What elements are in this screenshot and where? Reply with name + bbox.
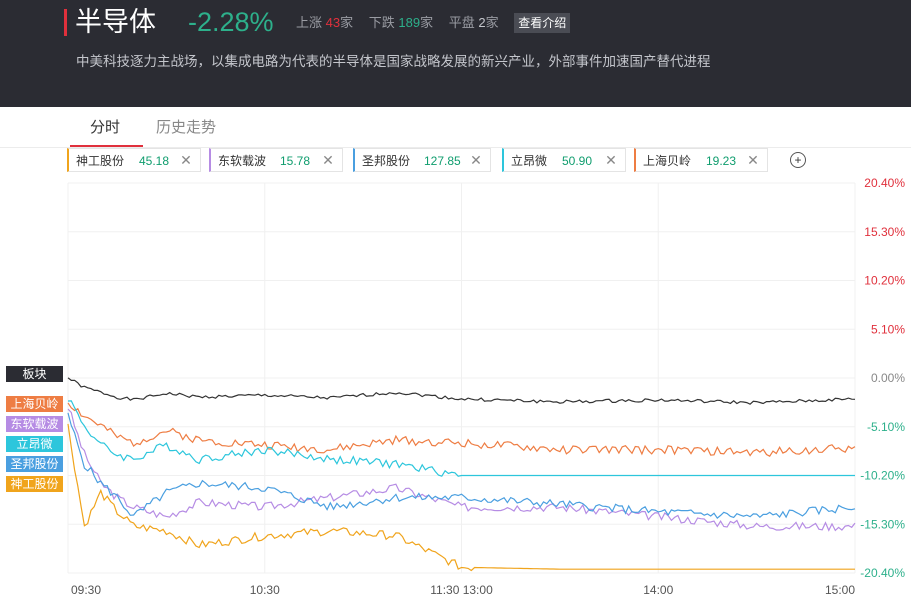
y-tick-label: -5.10% [867,420,905,434]
series-tag-label: 上海贝岭 [10,396,58,411]
y-tick-label: 20.40% [864,176,905,190]
stock-name: 立昂微 [511,154,548,168]
series-tag: 板块 [6,366,63,382]
stock-chip-liangwei[interactable]: 立昂微 50.90 ✕ [502,148,626,172]
series-tag: 立昂微 [6,436,63,452]
close-icon[interactable]: ✕ [322,152,334,168]
y-tick-label: 10.20% [864,274,905,288]
series-line [67,423,855,572]
tab-bar: 分时 历史走势 [0,107,911,148]
stock-value: 45.18 [139,154,170,168]
down-label: 下跌 [368,15,395,30]
series-tag: 东软载波 [6,416,63,432]
stock-chip-shengbang[interactable]: 圣邦股份 127.85 ✕ [353,148,491,172]
series-tag: 圣邦股份 [6,456,63,472]
header-bar: 半导体 -2.28% 上涨 43家 下跌 189家 平盘 2家 查看介绍 中美科… [0,0,911,107]
series-tag-label: 立昂微 [16,436,52,451]
series-tag-box [6,456,63,472]
flat-label: 平盘 [448,15,475,30]
series-tag-box [6,366,63,382]
series-tag-label: 神工股份 [10,477,58,491]
down-unit: 家 [420,15,434,30]
y-tick-label: -15.30% [860,517,905,531]
active-tab-indicator [70,145,143,147]
y-tick-label: -20.40% [860,566,905,580]
series-tag-box [6,436,63,452]
intraday-chart: 20.40% 15.30% 10.20% 5.10% 0.00% -5.10% -10.20… [6,176,905,597]
y-tick-label: 5.10% [871,322,905,336]
up-count: 43 [325,15,341,30]
stock-value: 50.90 [562,154,593,168]
series-line [67,377,856,405]
y-tick-label: 0.00% [871,371,905,385]
stock-name: 神工股份 [76,154,125,168]
sector-description: 中美科技逐力主战场，以集成电路为代表的半导体是国家战略发展的新兴产业，外部事件加… [76,54,711,69]
breadth-stats: 上涨 43家 下跌 189家 平盘 2家 查看介绍 [296,13,571,33]
down-count: 189 [398,15,421,30]
stock-value: 19.23 [706,154,737,168]
series-tag: 上海贝岭 [6,396,63,412]
stock-chip-shengong[interactable]: 神工股份 45.18 ✕ [67,148,201,172]
stock-chip-dongruan[interactable]: 东软载波 15.78 ✕ [209,148,343,172]
series-tag: 神工股份 [6,476,63,492]
series-tag-box [6,476,63,492]
stock-name: 上海贝岭 [643,154,692,168]
title-accent-bar [64,9,67,36]
series-tag-label: 东软载波 [10,417,58,431]
compare-stock-bar: 神工股份 45.18 ✕ 东软载波 15.78 ✕ 圣邦股份 127.85 ✕ … [64,148,844,172]
series-line [67,400,855,477]
series-line [67,412,856,519]
stock-name: 圣邦股份 [362,154,411,168]
x-tick-label: 14:00 [643,583,673,597]
stock-value: 127.85 [424,154,461,168]
plus-circle-icon[interactable]: + [790,152,806,168]
sector-title: 半导体 [75,7,156,37]
up-unit: 家 [340,15,354,30]
x-tick-label: 11:30 13:00 [430,583,493,597]
up-label: 上涨 [296,15,323,30]
x-tick-label: 10:30 [250,583,280,597]
tab-history[interactable]: 历史走势 [156,119,217,136]
stock-chip-shanghai-beiling[interactable]: 上海贝岭 19.23 ✕ [634,148,768,172]
flat-unit: 家 [485,15,499,30]
close-icon[interactable]: ✕ [470,152,482,168]
series-line [67,402,856,457]
stock-name: 东软载波 [218,154,267,168]
close-icon[interactable]: ✕ [747,152,759,168]
series-tag-label: 板块 [22,367,46,381]
x-tick-label: 09:30 [71,583,101,597]
close-icon[interactable]: ✕ [605,152,617,168]
tab-intraday[interactable]: 分时 [90,119,121,136]
view-intro-button[interactable]: 查看介绍 [514,13,571,33]
stock-value: 15.78 [280,154,311,168]
x-tick-label: 15:00 [825,583,855,597]
close-icon[interactable]: ✕ [180,152,192,168]
y-tick-label: 15.30% [864,225,905,239]
sector-change: -2.28% [188,7,274,37]
y-tick-label: -10.20% [860,469,905,483]
series-tag-box [6,396,63,412]
series-tag-label: 圣邦股份 [10,457,58,471]
series-line [67,408,856,532]
flat-count: 2 [478,15,486,30]
series-tag-box [6,416,63,432]
